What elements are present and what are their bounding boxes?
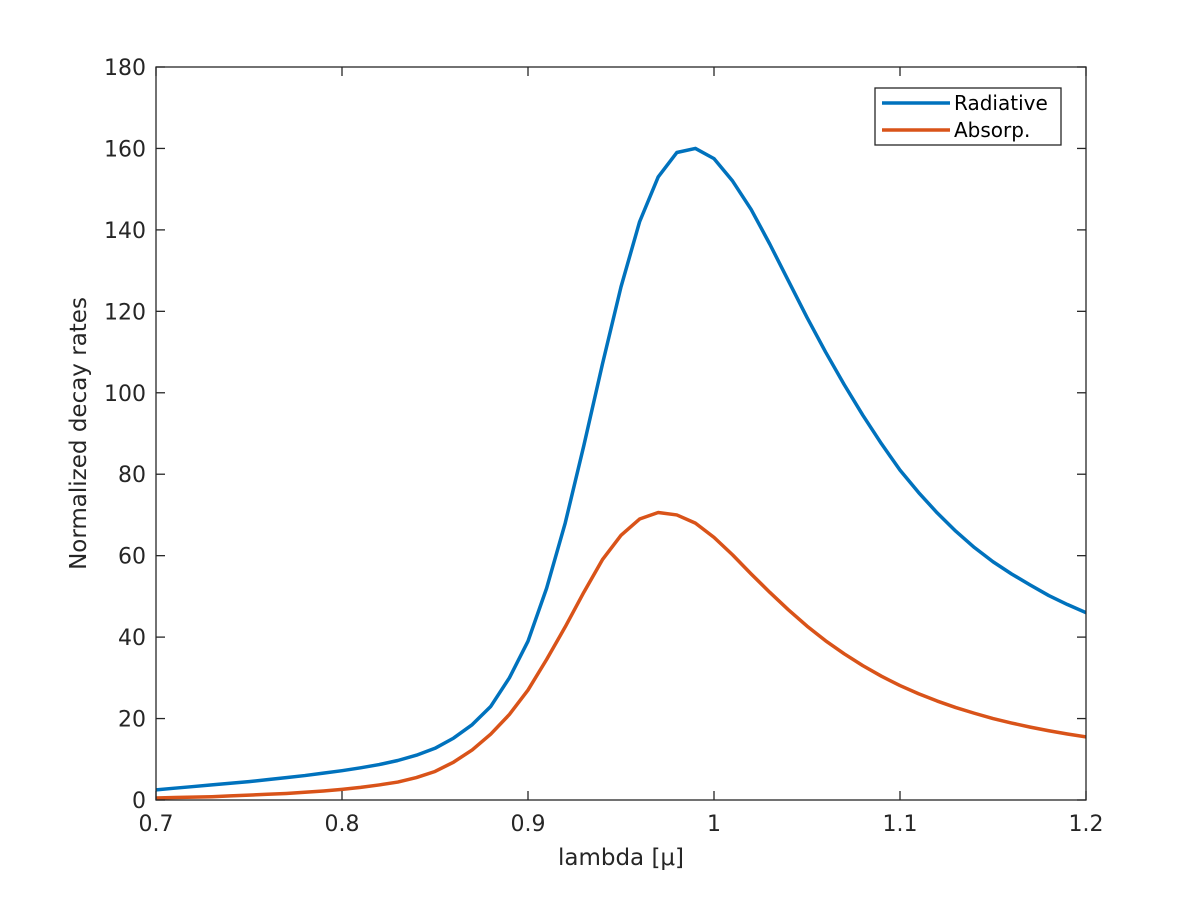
y-tick-label: 80 bbox=[118, 463, 146, 488]
legend-label-absorp: Absorp. bbox=[954, 118, 1030, 142]
plot-area bbox=[156, 67, 1086, 800]
y-tick-label: 180 bbox=[104, 56, 146, 81]
axes-box bbox=[155, 66, 1087, 801]
y-tick-label: 100 bbox=[104, 382, 146, 407]
y-tick-label: 0 bbox=[132, 789, 146, 814]
x-tick-label: 1 bbox=[707, 812, 721, 837]
legend: Radiative Absorp. bbox=[874, 87, 1062, 146]
legend-label-radiative: Radiative bbox=[954, 91, 1048, 115]
series-line-radiative bbox=[156, 146, 1086, 792]
y-tick-label: 20 bbox=[118, 708, 146, 733]
x-tick-label: 1.1 bbox=[883, 812, 918, 837]
x-axis-label: lambda [μ] bbox=[558, 845, 684, 871]
series-line-absorp bbox=[156, 510, 1086, 800]
y-tick-label: 40 bbox=[118, 626, 146, 651]
x-tick-label: 1.2 bbox=[1069, 812, 1104, 837]
x-tick-label: 0.9 bbox=[511, 812, 546, 837]
x-tick-label: 0.7 bbox=[139, 812, 174, 837]
y-tick-label: 160 bbox=[104, 137, 146, 162]
legend-box bbox=[874, 87, 1062, 146]
y-tick-label: 140 bbox=[104, 219, 146, 244]
y-tick-label: 60 bbox=[118, 545, 146, 570]
x-tick-label: 0.8 bbox=[325, 812, 360, 837]
y-axis-label: Normalized decay rates bbox=[66, 297, 92, 570]
y-tick-label: 120 bbox=[104, 300, 146, 325]
